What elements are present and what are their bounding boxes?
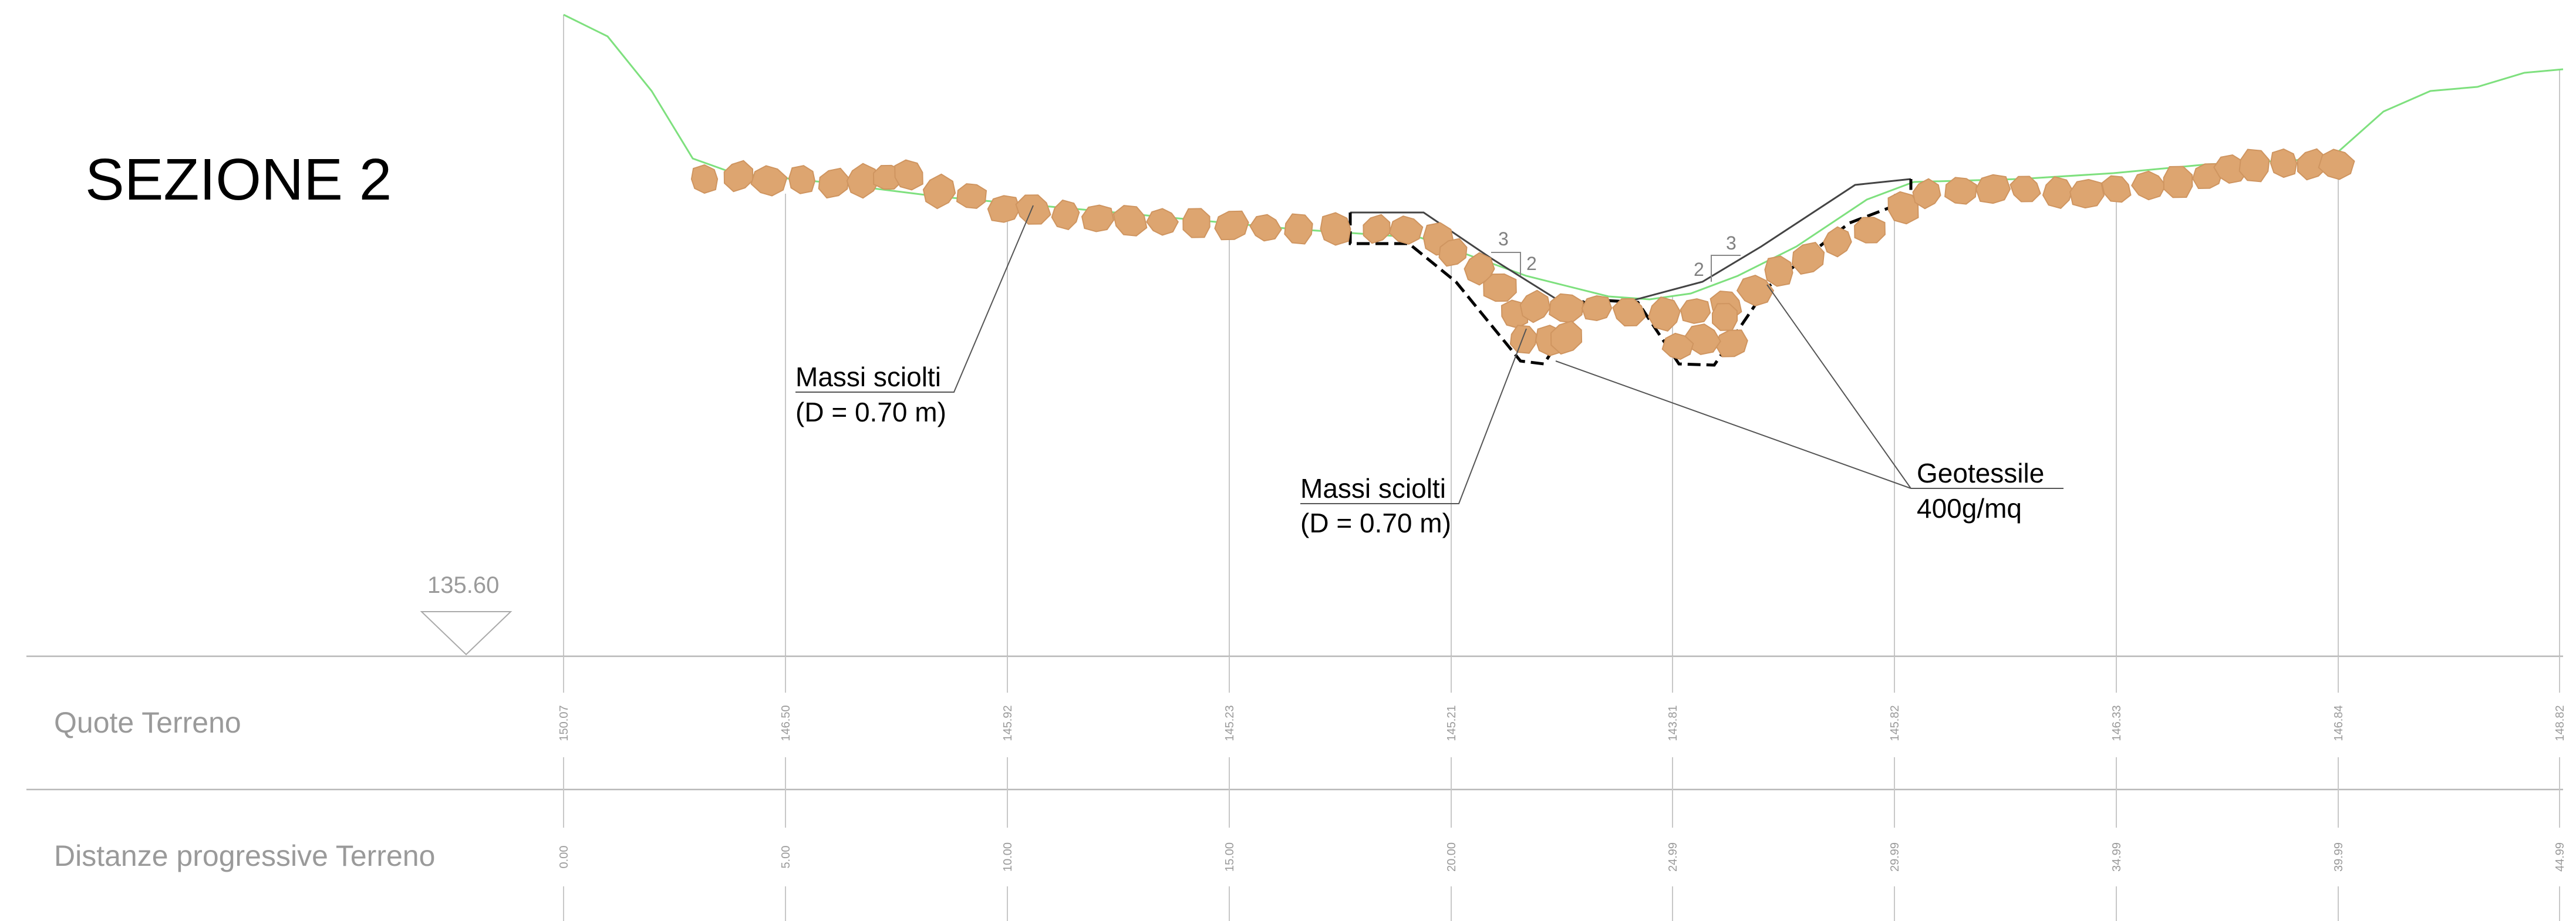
slope-left-horizontal: 3 (1498, 228, 1509, 249)
geotessile-line2: 400g/mq (1917, 493, 2022, 524)
rock-block (987, 195, 1021, 223)
rock-block (1711, 303, 1738, 331)
rock-block (1388, 215, 1424, 245)
station-distance: 0.00 (558, 846, 571, 869)
rock-block (1944, 177, 1977, 205)
station-distance: 20.00 (1445, 842, 1458, 872)
rock-block (1715, 329, 1748, 357)
rock-block (2238, 149, 2270, 183)
rock-block (1764, 255, 1793, 287)
datum-marker: 135.60 (420, 572, 512, 656)
rock-block (1249, 214, 1282, 242)
rock-block (788, 165, 816, 194)
station-distance: 44.99 (2554, 842, 2567, 872)
rock-block (750, 165, 788, 197)
massi-center-line2: (D = 0.70 m) (1300, 508, 1451, 538)
rock-block (1648, 296, 1681, 332)
rock-block (1284, 213, 1313, 245)
slope-right-vertical: 2 (1694, 259, 1704, 280)
station-elevation: 146.33 (2110, 705, 2123, 741)
station-elevation: 145.92 (1002, 705, 1014, 741)
row-label-quote: Quote Terreno (54, 706, 241, 739)
rock-block (956, 183, 987, 209)
rock-block (1791, 242, 1825, 275)
rock-block (1509, 325, 1537, 354)
rock-block (2131, 170, 2166, 201)
rock-block (2009, 176, 2041, 203)
rock-block (818, 167, 849, 199)
station-distance: 5.00 (780, 846, 793, 869)
station-values: 150.07 0.00 146.50 5.00 145.92 10.00 145.23 15.… (558, 656, 2567, 921)
slope-marker-left: 3 2 (1491, 228, 1537, 276)
rock-block (2318, 149, 2355, 180)
rock-block (2163, 166, 2193, 198)
rock-block (894, 159, 923, 191)
station-elevation: 145.82 (1889, 705, 1901, 741)
annotation-massi-left: Massi sciolti (D = 0.70 m) (795, 205, 1034, 427)
rock-block (846, 163, 880, 199)
rock-block (2042, 176, 2073, 210)
slope-marker-right: 3 2 (1694, 232, 1741, 282)
rock-block (2069, 178, 2105, 209)
station-distance: 39.99 (2332, 842, 2345, 872)
station-distance: 10.00 (1002, 842, 1014, 872)
rock-block (1612, 298, 1646, 327)
station-elevation: 150.07 (558, 705, 571, 741)
station-distance: 29.99 (1889, 842, 1901, 872)
rock-block (1051, 199, 1080, 231)
rock-block (1823, 226, 1852, 258)
rock-block (1320, 212, 1351, 246)
slope-right-horizontal: 3 (1726, 232, 1737, 254)
rock-block (1661, 332, 1694, 360)
rock-block (2101, 175, 2132, 203)
rock-block (1581, 295, 1613, 322)
rock-block (1015, 194, 1051, 225)
row-label-distanze: Distanze progressive Terreno (54, 839, 435, 872)
station-elevation: 145.23 (1223, 705, 1236, 741)
rock-block (922, 173, 956, 210)
massi-left-line2: (D = 0.70 m) (795, 397, 946, 427)
rock-block (1146, 208, 1179, 236)
station-distance: 24.99 (1667, 842, 1680, 872)
loose-rocks-layer (690, 148, 2355, 360)
geotessile-line1: Geotessile (1917, 458, 2044, 488)
station-elevation: 146.50 (780, 705, 793, 741)
rock-block (1550, 320, 1583, 355)
rock-block (1854, 217, 1886, 244)
rock-block (723, 160, 754, 193)
annotation-geotessile: Geotessile 400g/mq (1555, 284, 2064, 524)
station-elevation: 146.84 (2332, 705, 2345, 741)
rock-block (1438, 238, 1468, 267)
rock-block (1483, 273, 1517, 302)
rock-block (1549, 293, 1584, 323)
massi-center-line1: Massi sciolti (1300, 473, 1446, 504)
rock-block (1112, 205, 1148, 237)
rock-block (1363, 214, 1391, 244)
rock-block (1975, 174, 2011, 204)
slope-left-vertical: 2 (1526, 253, 1537, 274)
station-distance: 34.99 (2110, 842, 2123, 872)
rock-block (1912, 178, 1941, 210)
datum-elevation: 135.60 (427, 572, 499, 598)
rock-block (1182, 208, 1211, 238)
rock-block (1081, 204, 1115, 232)
section-title: SEZIONE 2 (85, 147, 392, 212)
station-elevation: 148.82 (2554, 705, 2567, 741)
rock-block (2270, 148, 2298, 178)
rock-block (690, 164, 719, 194)
station-distance: 15.00 (1223, 842, 1236, 872)
rock-block (1680, 298, 1711, 324)
rock-block (1214, 210, 1249, 241)
massi-left-line1: Massi sciolti (795, 362, 941, 392)
geotextile-line (1348, 179, 1913, 367)
station-elevation: 145.21 (1445, 705, 1458, 741)
station-elevation: 143.81 (1667, 705, 1680, 741)
rock-block (1736, 275, 1775, 306)
rock-block (1684, 323, 1721, 355)
rock-block (1519, 289, 1551, 323)
annotation-massi-center: Massi sciolti (D = 0.70 m) (1300, 328, 1527, 538)
